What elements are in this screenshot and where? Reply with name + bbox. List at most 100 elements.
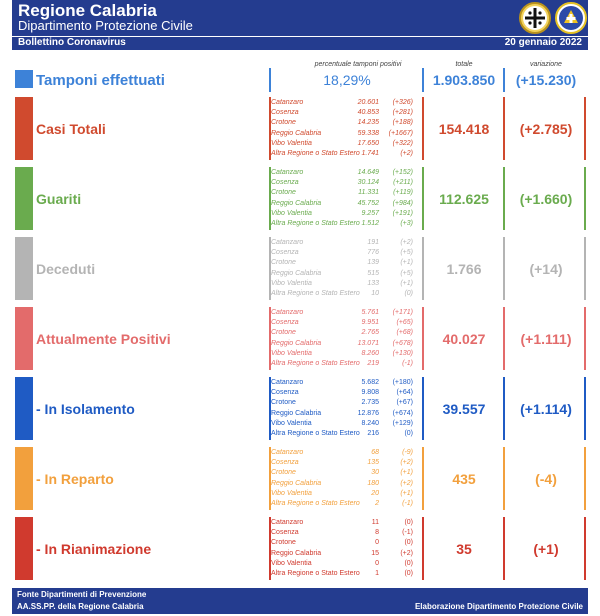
province-delta: (+1667) [388,129,413,137]
province-value: 17.650 [357,139,379,147]
province-name: Catanzaro [271,239,304,246]
section-divider [584,307,586,370]
province-value: 1 [375,569,379,577]
province-delta: (-1) [402,499,413,507]
province-value: 5.761 [361,309,379,316]
protezione-civile-logo [555,2,587,34]
province-value: 135 [367,459,379,467]
province-row: Cosenza 776 (+5) [271,248,417,258]
province-value: 45.752 [357,199,379,207]
province-value: 180 [367,479,379,487]
section-divider [584,377,586,440]
section-total: 39.557 [442,401,486,417]
section-divider [503,237,505,300]
section-variation: (+1.114) [520,401,572,417]
province-row: Catanzaro 5.761 (+171) [271,308,417,318]
section-divider [503,377,505,440]
province-row: Crotone 14.235 (+188) [271,118,417,128]
province-row: Altra Regione o Stato Estero 216 (0) [271,429,417,439]
province-name: Altra Regione o Stato Estero [271,359,360,367]
province-value: 8.240 [361,419,379,427]
tamponi-percent: 18,29% [323,72,371,88]
province-list: Catanzaro 191 (+2) Cosenza 776 (+5) Crotone 1… [271,238,417,299]
province-row: Altra Regione o Stato Estero 2 (-1) [271,499,417,509]
province-value: 191 [367,239,379,246]
bulletin-title: Bollettino Coronavirus [18,37,126,48]
province-value: 0 [375,559,379,567]
province-value: 0 [375,539,379,547]
province-value: 2 [375,499,379,507]
province-value: 11 [371,519,379,526]
province-value: 9.808 [361,389,379,397]
province-row: Reggio Calabria 515 (+5) [271,269,417,279]
province-value: 12.876 [357,409,379,417]
province-value: 30.124 [357,179,379,187]
province-name: Catanzaro [271,99,304,106]
province-row: Crotone 2.735 (+67) [271,398,417,408]
section-divider [269,97,271,160]
section-divider [269,517,271,580]
section-variation: (+1) [533,541,559,557]
section-divider [503,167,505,230]
province-delta: (+152) [392,169,413,176]
section-casi-totali: Casi Totali Catanzaro 20.601 (+326) Cosenz… [12,96,588,160]
section-divider [422,377,424,440]
section-color-bar [15,167,33,230]
province-delta: (+67) [396,399,413,407]
province-row: Reggio Calabria 12.876 (+674) [271,409,417,419]
province-name: Reggio Calabria [271,409,322,417]
province-row: Cosenza 8 (-1) [271,528,417,538]
province-name: Altra Regione o Stato Estero [271,149,360,157]
province-name: Cosenza [271,529,299,537]
section-divider [503,307,505,370]
section-color-bar [15,307,33,370]
province-row: Catanzaro 5.682 (+180) [271,378,417,388]
province-delta: (+191) [392,209,413,217]
province-value: 30 [371,469,379,477]
province-row: Vibo Valentia 8.260 (+130) [271,349,417,359]
section-guariti: Guariti Catanzaro 14.649 (+152) Cosenza 30.… [12,166,588,230]
province-list: Catanzaro 11 (0) Cosenza 8 (-1) Crotone 0 (0) … [271,518,417,579]
regione-calabria-logo [519,2,551,34]
province-delta: (+984) [392,199,413,207]
province-delta: (+130) [392,349,413,357]
province-name: Crotone [271,119,296,127]
footer-source-line1: Fonte Dipartimenti di Prevenzione [17,590,147,599]
province-name: Reggio Calabria [271,339,322,347]
province-value: 14.235 [357,119,379,127]
province-name: Vibo Valentia [271,209,312,217]
province-delta: (0) [404,559,413,567]
province-delta: (+1) [400,469,413,477]
province-delta: (-1) [402,529,413,537]
province-list: Catanzaro 5.761 (+171) Cosenza 9.951 (+65) C… [271,308,417,369]
header-banner: Regione Calabria Dipartimento Protezione… [12,0,588,36]
province-name: Crotone [271,189,296,197]
section-variation: (-4) [535,471,557,487]
province-value: 5.682 [361,379,379,386]
province-delta: (+180) [392,379,413,386]
province-name: Reggio Calabria [271,269,322,277]
province-row: Catanzaro 11 (0) [271,518,417,528]
section-divider [269,447,271,510]
province-delta: (+65) [396,319,413,327]
section-label: - In Reparto [36,471,114,487]
province-delta: (+2) [400,479,413,487]
province-value: 20 [371,489,379,497]
province-delta: (+2) [400,549,413,557]
province-delta: (+64) [396,389,413,397]
province-name: Cosenza [271,249,299,257]
province-delta: (+1) [400,489,413,497]
province-value: 2.735 [361,399,379,407]
province-delta: (+188) [392,119,413,127]
section-color-bar [15,237,33,300]
province-name: Cosenza [271,179,299,187]
province-value: 9.257 [361,209,379,217]
province-delta: (+1) [400,279,413,287]
province-delta: (+119) [393,189,413,197]
province-name: Vibo Valentia [271,279,312,287]
tamponi-color-bar [15,70,33,88]
section-total: 40.027 [442,331,486,347]
footer-source-line2: AA.SS.PP. della Regione Calabria [17,602,144,611]
province-row: Altra Regione o Stato Estero 1.512 (+3) [271,219,417,229]
section-in-isolamento: - In Isolamento Catanzaro 5.682 (+180) Cos… [12,376,588,440]
